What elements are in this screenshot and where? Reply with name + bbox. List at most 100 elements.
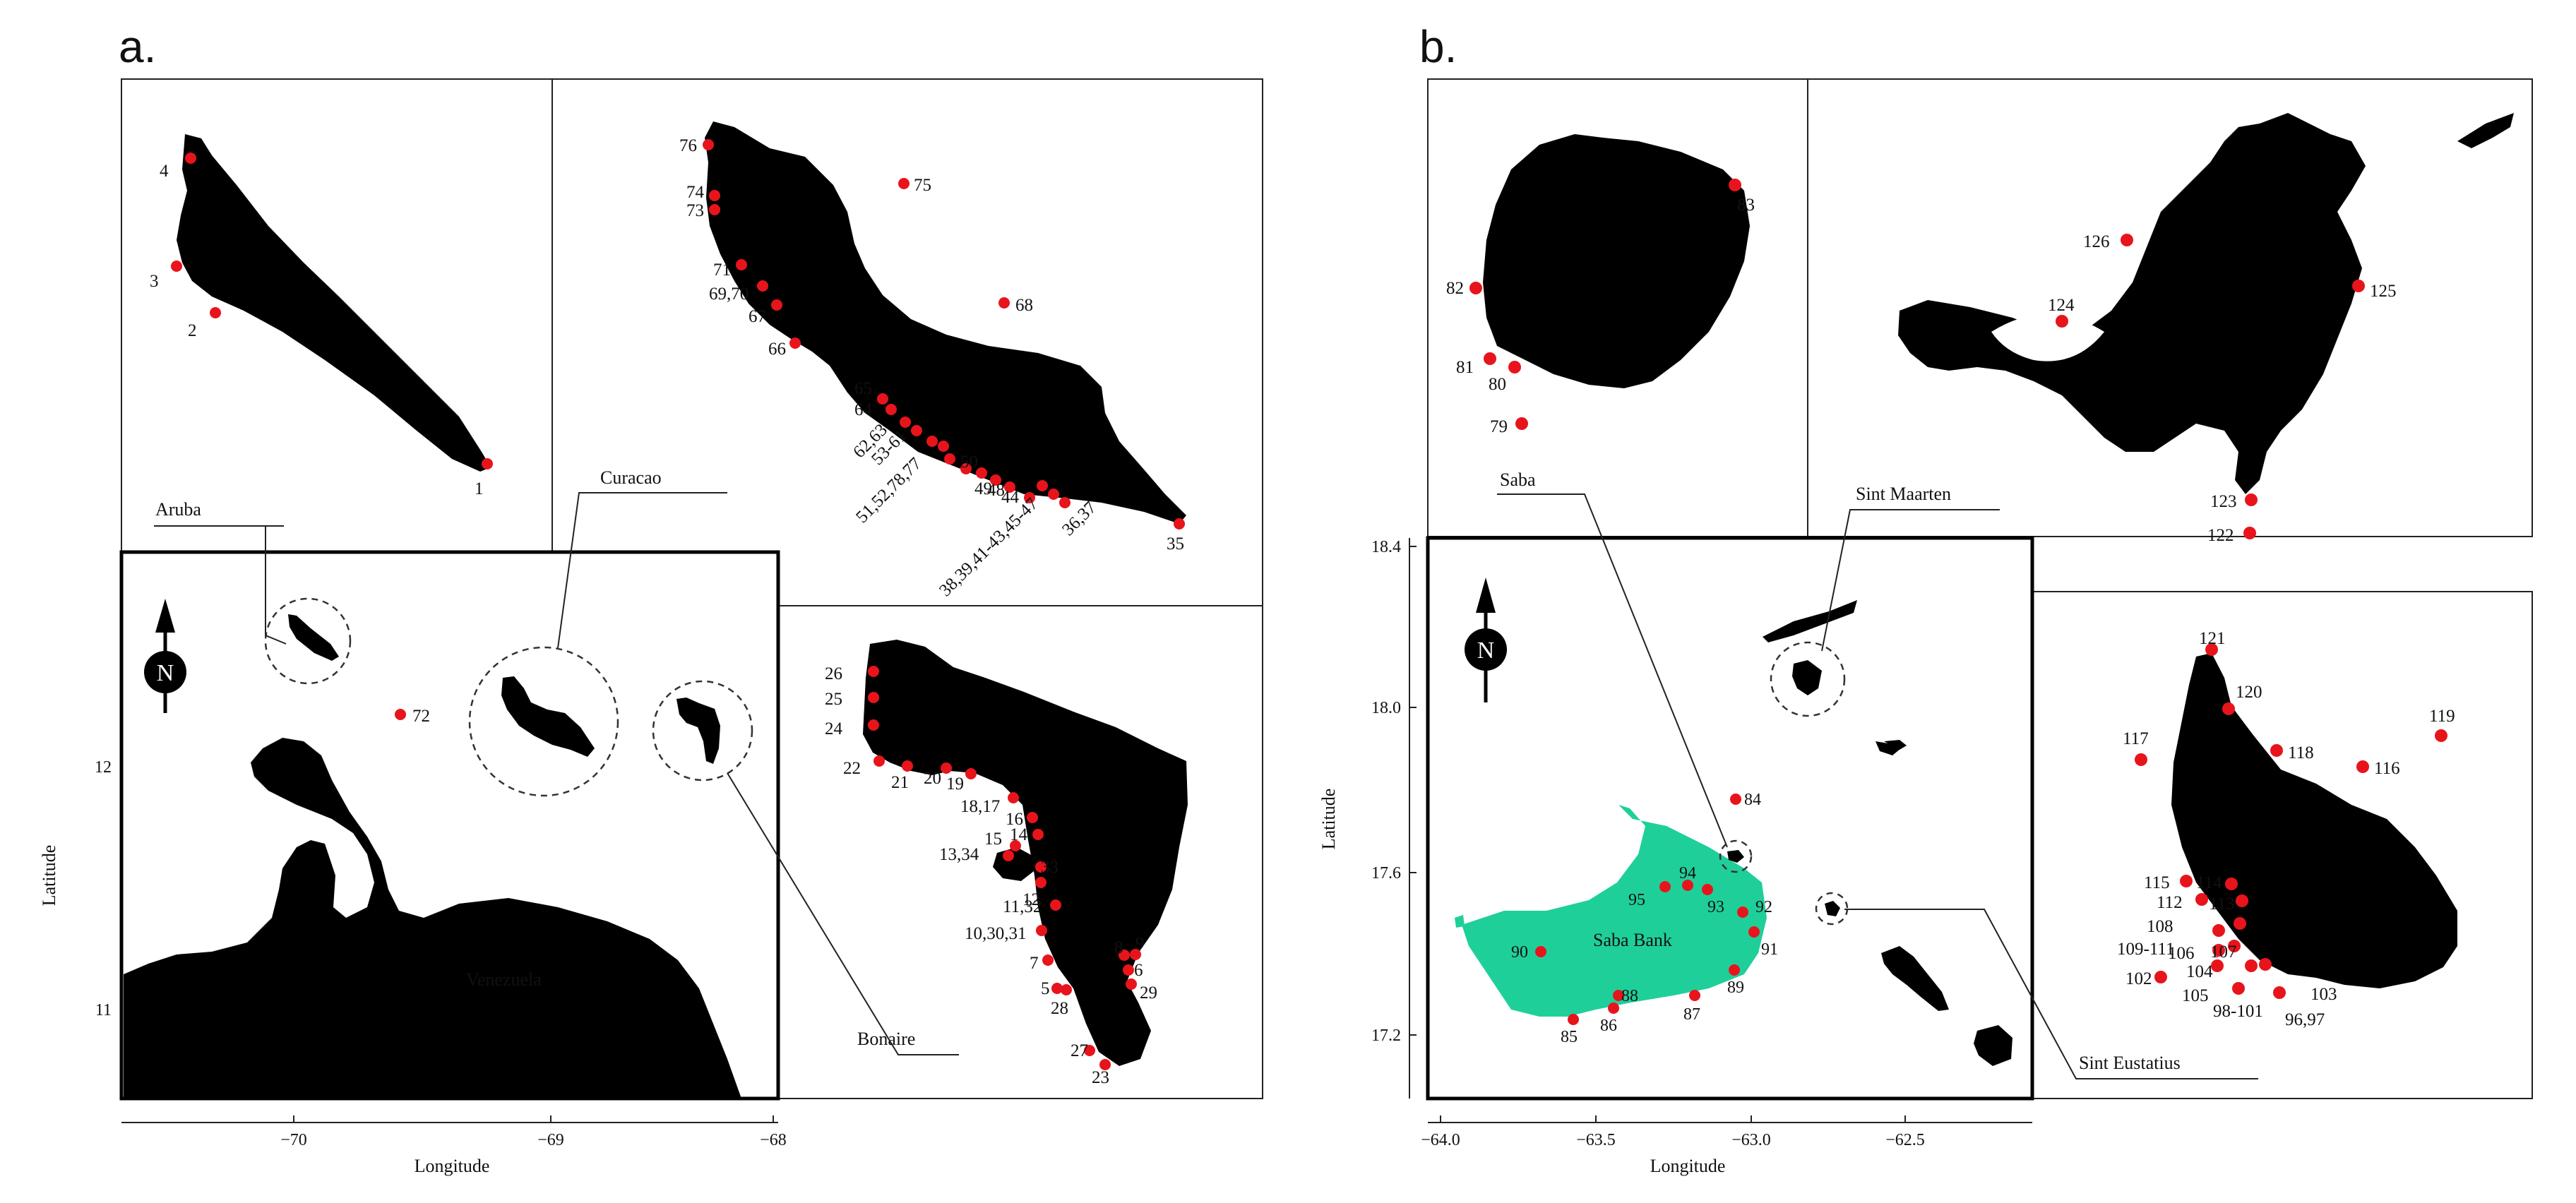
site-label: 121 [2199,629,2226,648]
site-label: 16 [1006,810,1023,829]
site-label: 20 [924,769,941,788]
saba-sites [1469,179,1741,430]
y-axis-title: Latitude [39,845,59,906]
site-label: 126 [2083,232,2110,251]
site-label: 90 [1511,943,1528,962]
site-label: 64 [854,400,873,419]
curacao-landmass [705,121,1186,524]
y-tick: 18.0 [1371,699,1401,717]
saba-bank-shape [1462,805,1767,1017]
sint-maarten-name: Sint Maarten [1856,484,1951,504]
site-label: 50 [960,453,978,472]
regional-map-a: 72 Venezuela N [119,550,780,1101]
site-label: 28 [1051,999,1068,1018]
site-label: 33 [1041,858,1059,877]
aruba-locator-circle [264,597,352,685]
curacao-name: Curacao [600,467,662,488]
curacao-sites [703,139,1185,529]
site-label: 71 [713,261,731,280]
site-label: 4 [160,162,169,181]
site-label: 115 [2144,873,2170,892]
site-label: 87 [1683,1005,1700,1024]
site-label: 44 [1001,488,1020,507]
site-label: 95 [1628,891,1645,909]
site-label: 117 [2123,729,2149,748]
axes-b: −64.0 −63.5 −63.0 −62.5 Longitude 18.4 1… [1318,538,2032,1176]
site-label: 118 [2288,743,2314,762]
aruba-landmass [177,134,491,472]
site-label: 91 [1761,940,1778,959]
site-label: 7 [1030,954,1039,973]
site-label: 80 [1489,375,1506,394]
x-axis-title: Longitude [415,1156,490,1176]
site-label: 114 [2196,873,2222,892]
anguilla-small [1763,600,1857,642]
aruba-leader [154,525,287,645]
x-axis-title: Longitude [1650,1156,1726,1176]
y-tick: 12 [95,758,112,777]
saba-leader [1497,493,1728,848]
bonaire-small [676,698,720,764]
site-label: 69,70 [709,285,749,304]
site-label: 9 [1135,934,1145,953]
site-label: 48 [987,481,1005,500]
site-label: 73 [686,201,704,220]
site-label: 94 [1679,864,1696,882]
site-label: 51,52,78,77 [852,454,925,527]
y-tick: 17.6 [1371,864,1401,882]
saba-bank-label: Saba Bank [1593,930,1672,950]
site-label: 86 [1600,1017,1617,1035]
site-label: 66 [768,340,786,359]
site-label: 93 [1707,898,1724,916]
site-label: 81 [1456,358,1474,377]
x-tick: −63.0 [1731,1131,1771,1149]
nevis-small [1974,1025,2012,1066]
sint-maarten-locator-circle [1770,641,1846,717]
site-label: 123 [2210,492,2237,511]
site-label: 22 [843,759,861,778]
site-label: 125 [2370,282,2397,301]
site-label: 25 [825,690,842,709]
x-tick: −63.5 [1576,1131,1616,1149]
site-label: 10,30,31 [965,924,1027,943]
site-label: 49 [974,479,992,498]
site-label: 79 [1490,417,1508,436]
sint-eustatius-name: Sint Eustatius [2079,1053,2181,1073]
site-label: 89 [1727,978,1744,997]
site-label: 82 [1446,279,1464,298]
site-label: 83 [1737,196,1755,215]
st-barths-small [1876,741,1901,755]
bonaire-sites [868,666,1141,1070]
site-label: 105 [2182,986,2209,1005]
curacao-leader [557,492,727,649]
sint-maarten-small [1792,660,1822,695]
sint-eustatius-landmass [2171,653,2457,988]
aruba-sites [171,152,493,469]
y-tick: 11 [95,1001,112,1019]
site-label: 21 [891,773,909,792]
st-kitts-small [1881,946,1949,1011]
aruba-name: Aruba [155,499,201,520]
site-label: 120 [2236,683,2262,702]
saba-landmass [1483,134,1750,388]
sint-eustatius-small [1825,901,1840,916]
site-label: 8 [1114,938,1123,957]
sint-eustatius-leader [1844,909,2258,1079]
svg-text:N: N [1477,638,1495,664]
site-label: 26 [825,664,842,683]
site-label: 19 [946,774,964,794]
site-label: 27 [1071,1041,1088,1060]
site-label: 23 [1092,1068,1109,1087]
site-label: 67 [749,307,766,326]
site-label: 119 [2429,707,2455,726]
site-label: 74 [686,183,705,202]
site-label: 3 [150,272,159,291]
curacao-zoom-panel: 76 75 74 73 71 69,70 67 68 66 65 64 62,6… [551,78,1263,606]
panel-a-letter: a. [119,21,156,72]
sint-maarten-landmass [1898,113,2366,494]
site-label: 109-111 [2117,940,2174,959]
site-label: 14 [1010,825,1028,844]
venezuela-landmass [124,738,741,1099]
bonaire-locator-circle [652,680,753,782]
